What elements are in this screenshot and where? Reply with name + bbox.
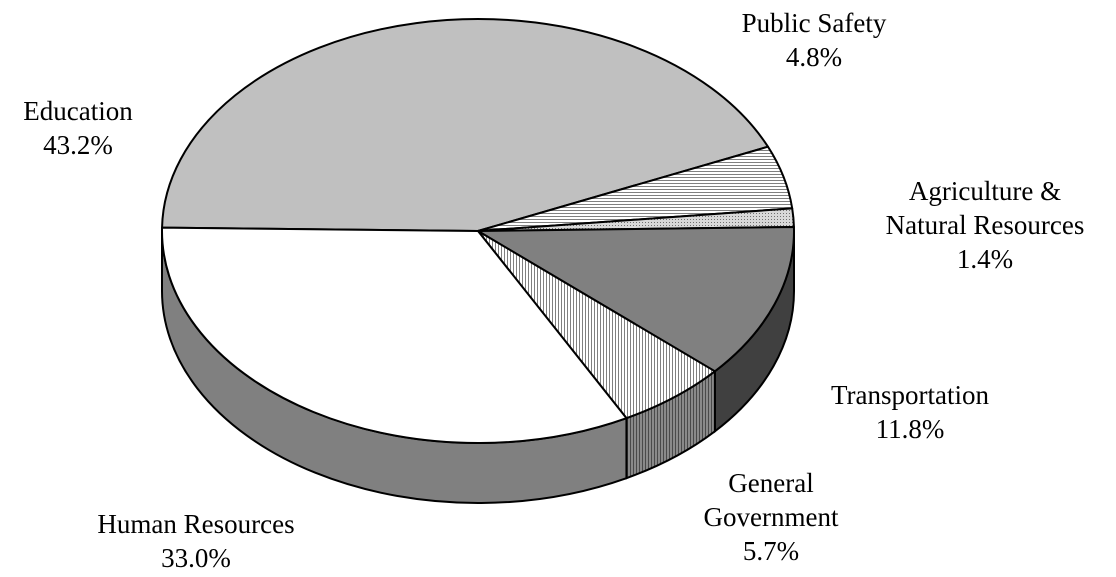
slice-name: Transportation (831, 380, 990, 410)
label-public-safety: Public Safety 4.8% (742, 8, 887, 72)
slice-percent: 33.0% (161, 543, 231, 573)
slice-name: General (728, 468, 813, 498)
slice-percent: 5.7% (743, 536, 799, 566)
slice-name: Government (704, 502, 839, 532)
label-agriculture-natural-resources: Agriculture & Natural Resources 1.4% (886, 176, 1085, 274)
label-general-government: General Government 5.7% (704, 468, 839, 566)
label-human-resources: Human Resources 33.0% (97, 509, 294, 573)
slice-name: Education (23, 96, 133, 126)
label-education: Education 43.2% (23, 96, 133, 160)
pie-slices (161, 18, 795, 444)
slice-percent: 4.8% (786, 42, 842, 72)
slice-transportation (477, 225, 795, 373)
slice-percent: 11.8% (876, 414, 945, 444)
slice-education (161, 18, 769, 232)
slice-name: Natural Resources (886, 210, 1085, 240)
slice-percent: 1.4% (957, 244, 1013, 274)
slice-labels: Education 43.2% Public Safety 4.8% Agricultu… (23, 8, 1084, 573)
slice-name: Agriculture & (909, 176, 1061, 206)
slice-name: Public Safety (742, 8, 887, 38)
label-transportation: Transportation 11.8% (831, 380, 990, 444)
slice-percent: 43.2% (43, 130, 113, 160)
slice-name: Human Resources (97, 509, 294, 539)
slice-human-resources (161, 226, 628, 444)
